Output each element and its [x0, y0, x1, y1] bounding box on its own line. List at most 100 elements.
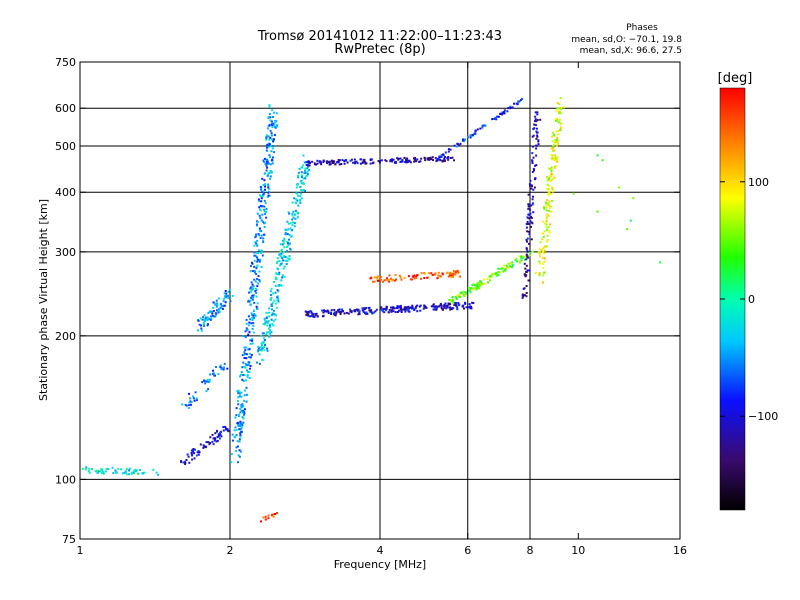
data-point	[107, 468, 110, 471]
data-point	[526, 269, 529, 272]
data-point	[266, 175, 269, 177]
data-point	[286, 260, 289, 263]
data-point	[552, 157, 555, 160]
data-point	[268, 315, 271, 318]
data-point	[253, 254, 256, 257]
data-point	[248, 291, 251, 294]
data-point	[201, 381, 204, 384]
data-point	[411, 304, 414, 307]
data-point	[226, 429, 229, 432]
x-tick-label: 16	[673, 544, 687, 557]
data-point	[555, 157, 557, 160]
data-point	[203, 314, 206, 317]
data-point	[248, 321, 251, 324]
data-point	[626, 228, 629, 231]
data-point	[443, 160, 446, 163]
data-point	[248, 331, 251, 334]
data-point	[557, 140, 560, 143]
data-point	[412, 276, 415, 278]
data-point	[204, 446, 207, 449]
data-point	[215, 305, 218, 308]
data-point	[443, 157, 446, 160]
data-point	[546, 228, 549, 231]
data-point	[260, 334, 263, 337]
data-point	[538, 274, 541, 277]
data-point	[337, 310, 340, 313]
data-point	[264, 183, 267, 186]
data-point	[197, 450, 200, 453]
data-point	[188, 404, 191, 407]
data-point	[468, 287, 471, 290]
data-point	[196, 329, 199, 332]
data-point	[271, 513, 274, 516]
data-point	[467, 306, 470, 309]
data-point	[257, 233, 260, 235]
data-point	[458, 275, 461, 278]
data-point	[270, 138, 273, 141]
data-point	[393, 307, 396, 310]
data-point	[284, 228, 287, 231]
data-point	[282, 242, 285, 245]
data-point	[529, 254, 532, 257]
data-point	[277, 300, 280, 303]
data-point	[288, 233, 291, 236]
data-point	[444, 302, 447, 305]
data-point	[262, 237, 265, 240]
data-point	[184, 403, 187, 406]
data-point	[530, 238, 533, 241]
data-point	[264, 319, 267, 322]
data-point	[274, 513, 277, 516]
data-point	[532, 145, 534, 148]
y-tick-label: 300	[55, 246, 76, 259]
data-point	[296, 192, 298, 195]
data-point	[259, 208, 262, 211]
data-point	[547, 209, 550, 212]
data-point	[502, 112, 505, 115]
data-point	[220, 305, 223, 308]
data-point	[263, 161, 266, 163]
data-point	[130, 472, 133, 475]
data-point	[264, 185, 266, 188]
data-point	[376, 277, 379, 280]
data-point	[340, 163, 343, 165]
data-point	[243, 389, 246, 392]
data-point	[300, 179, 303, 182]
data-point	[552, 145, 555, 148]
data-point	[275, 120, 278, 123]
data-point	[545, 245, 548, 248]
data-point	[394, 274, 397, 276]
data-point	[269, 329, 271, 332]
data-point	[284, 232, 287, 234]
data-point	[390, 310, 393, 313]
data-point	[259, 237, 262, 239]
data-point	[266, 349, 269, 352]
data-point	[124, 471, 127, 474]
data-point	[430, 272, 433, 275]
data-point	[273, 124, 276, 127]
data-point	[326, 162, 328, 165]
data-point	[111, 466, 114, 469]
data-point	[439, 303, 442, 305]
data-point	[247, 333, 250, 336]
data-point	[251, 339, 254, 342]
data-point	[263, 317, 266, 320]
data-point	[265, 333, 268, 336]
data-point	[240, 430, 243, 433]
data-point	[551, 200, 554, 202]
data-point	[223, 292, 226, 295]
data-point	[256, 252, 259, 254]
data-point	[536, 134, 539, 137]
data-point	[263, 157, 266, 160]
data-point	[456, 306, 459, 309]
data-point	[316, 162, 319, 165]
data-point	[617, 186, 620, 189]
data-point	[88, 467, 91, 470]
data-point	[534, 111, 537, 114]
data-point	[369, 158, 372, 161]
data-point	[454, 273, 457, 276]
data-point	[277, 273, 280, 276]
data-point	[405, 158, 407, 161]
data-point	[397, 157, 400, 160]
data-point	[202, 323, 205, 326]
data-point	[282, 251, 285, 254]
